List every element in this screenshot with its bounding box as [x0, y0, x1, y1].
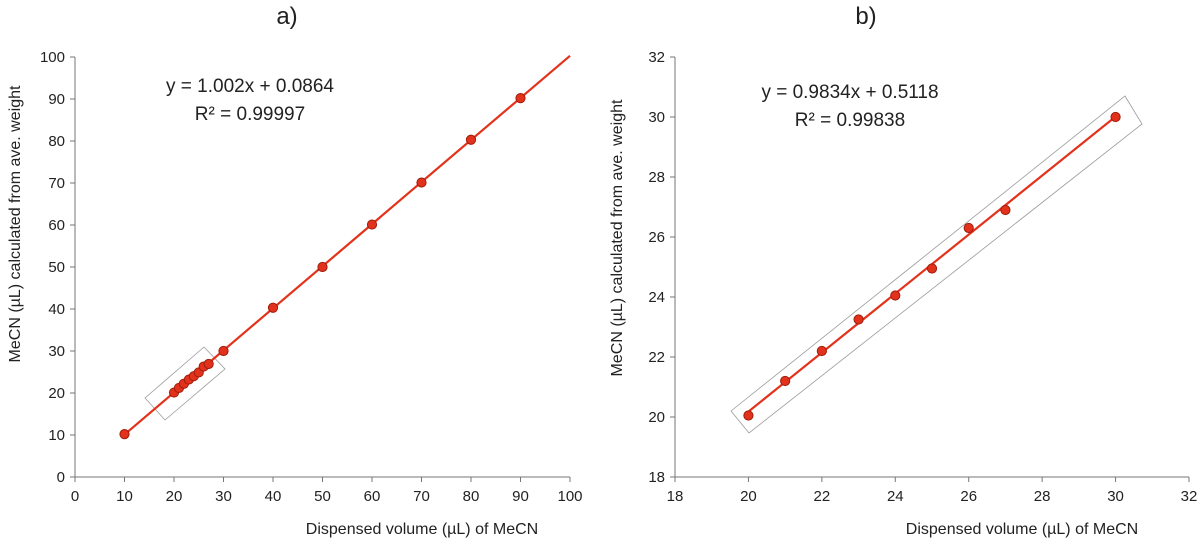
panel-a-x-axis-title: Dispensed volume (µL) of MeCN	[306, 521, 538, 538]
panel-b-x-tick-label: 18	[667, 488, 684, 505]
panel-b-data-point	[853, 314, 864, 325]
panel-a-y-tick-label: 100	[40, 49, 65, 66]
panel-b-data-point	[743, 410, 754, 421]
panel-a-y-tick-label: 80	[48, 133, 65, 150]
panel-b-x-tick-label: 30	[1107, 488, 1124, 505]
panel-b-x-axis-title: Dispensed volume (µL) of MeCN	[906, 521, 1138, 538]
panel-b-y-tick-label: 18	[648, 469, 665, 486]
panel-a-x-tick-label: 90	[512, 488, 529, 505]
panel-a-y-tick-label: 30	[48, 343, 65, 360]
panel-b-x-tick-label: 32	[1181, 488, 1198, 505]
panel-b-data-point	[780, 375, 791, 387]
panel-a-data-point	[203, 358, 214, 370]
panel-a-y-tick-label: 0	[57, 469, 65, 486]
panel-a-x-tick-label: 40	[265, 488, 282, 505]
panel-a-y-tick-label: 60	[48, 217, 65, 234]
panel-b-data-point	[963, 222, 974, 234]
panel-b-data-point	[890, 290, 901, 301]
panel-a-x-tick-label: 80	[463, 488, 480, 505]
panel-a-y-axis-title: MeCN (µL) calculated from ave. weight	[7, 85, 24, 362]
panel-a-x-tick-label: 100	[557, 488, 582, 505]
panel-a-y-tick-label: 90	[48, 91, 65, 108]
panel-a-y-tick-label: 50	[48, 259, 65, 276]
panel-a-y-tick-label: 10	[48, 427, 65, 444]
panel-a-data-point	[218, 345, 229, 357]
panel-a: a) y = 1.002x + 0.0864 R² = 0.99997 Disp…	[7, 3, 583, 538]
panel-a-title: a)	[276, 3, 297, 30]
panel-a-equation: y = 1.002x + 0.0864	[166, 76, 334, 97]
panel-b-x-tick-label: 20	[740, 488, 757, 505]
panel-b-title: b)	[855, 3, 876, 30]
panel-b-data-point	[1110, 111, 1121, 123]
panel-b-x-tick-label: 24	[887, 488, 904, 505]
panel-b-highlight-box	[730, 95, 1143, 434]
panel-b-y-axis-title: MeCN (µL) calculated from ave. weight	[609, 99, 626, 376]
panel-a-data-point	[267, 302, 279, 313]
panel-a-y-tick-label: 20	[48, 385, 65, 402]
panel-a-plot-area: 0 10 20 30 40 50 60 70 80 90 100 0 10 20 30 40 50 60 70 80 9…	[40, 49, 583, 505]
panel-a-x-tick-label: 0	[71, 488, 79, 505]
panel-a-highlight-box	[144, 346, 226, 421]
panel-b-r-squared: R² = 0.99838	[795, 110, 905, 131]
panel-a-y-tick-label: 70	[48, 175, 65, 192]
panel-a-x-tick-label: 20	[166, 488, 183, 505]
panel-a-x-tick-label: 10	[116, 488, 133, 505]
panel-b-y-tick-label: 20	[648, 409, 665, 426]
panel-a-data-point	[366, 219, 378, 230]
panel-b-data-point	[816, 345, 827, 357]
panel-a-x-tick-label: 30	[215, 488, 232, 505]
panel-b-x-tick-label: 28	[1034, 488, 1051, 505]
panel-b-data-point	[1000, 204, 1011, 216]
panel-a-data-point	[515, 93, 526, 104]
panel-a-x-tick-label: 60	[364, 488, 381, 505]
panel-b-data-point	[926, 263, 938, 274]
panel-a-data-point	[317, 261, 328, 273]
panel-b-y-tick-label: 22	[648, 349, 665, 366]
panel-a-x-tick-label: 70	[413, 488, 430, 505]
panel-a-x-tick-label: 50	[314, 488, 331, 505]
panel-a-data-point	[416, 177, 427, 188]
panel-b-y-tick-label: 26	[648, 229, 665, 246]
panel-b-plot-area: 18 20 22 24 26 28 30 32 18 20 22 24 26 28 30 32	[648, 49, 1197, 505]
panel-a-data-point	[119, 429, 130, 440]
panel-b-y-tick-label: 24	[648, 289, 665, 306]
panel-b-x-tick-label: 26	[960, 488, 977, 505]
panel-a-r-squared: R² = 0.99997	[195, 104, 305, 125]
panel-a-data-point	[465, 134, 477, 145]
panel-b-y-tick-label: 32	[648, 49, 665, 66]
panel-b-y-tick-label: 28	[648, 169, 665, 186]
panel-b-equation: y = 0.9834x + 0.5118	[761, 82, 938, 103]
panel-b: b) y = 0.9834x + 0.5118 R² = 0.99838 Dis…	[609, 3, 1197, 538]
panel-b-y-tick-label: 30	[648, 109, 665, 126]
panel-b-x-tick-label: 22	[814, 488, 831, 505]
panel-a-y-tick-label: 40	[48, 301, 65, 318]
